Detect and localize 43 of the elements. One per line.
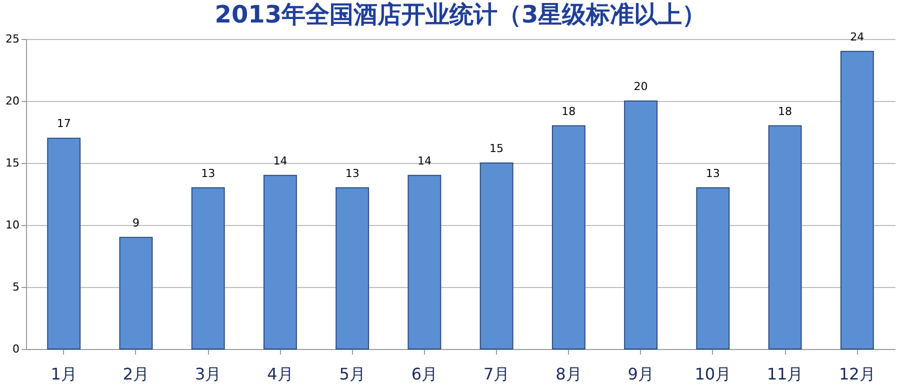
y-tick-label: 0	[12, 342, 20, 356]
bar	[480, 162, 514, 350]
y-tick-label: 10	[6, 218, 20, 232]
y-tick-label: 20	[6, 94, 20, 108]
chart-title: 2013年全国酒店开业统计（3星级标准以上）	[214, 0, 706, 28]
x-tick-label: 1月	[50, 364, 77, 384]
x-tick-label: 10月	[694, 364, 732, 384]
bar	[408, 174, 442, 350]
y-tick-label: 5	[12, 280, 20, 294]
x-tick-label: 9月	[628, 364, 654, 384]
x-tick-label: 7月	[483, 364, 510, 384]
data-label: 13	[706, 166, 720, 180]
x-tick-label: 12月	[838, 364, 876, 384]
bar	[119, 236, 153, 350]
bar	[768, 125, 802, 350]
y-tick-label: 15	[6, 156, 20, 170]
x-tick-label: 4月	[267, 364, 294, 384]
bar	[624, 100, 658, 350]
bar	[191, 187, 225, 350]
bar	[696, 187, 730, 350]
data-label: 14	[417, 154, 432, 168]
bar	[840, 50, 874, 350]
data-label: 18	[562, 104, 576, 118]
data-label: 9	[132, 216, 140, 230]
x-tick-label: 5月	[339, 364, 366, 384]
x-tick-label: 3月	[195, 364, 222, 384]
x-tick-label: 2月	[122, 364, 150, 384]
bar	[336, 187, 370, 350]
bar	[263, 174, 297, 350]
bar	[47, 138, 81, 350]
data-label: 24	[850, 30, 864, 44]
x-tick-label: 8月	[556, 364, 582, 384]
y-tick-label: 25	[6, 32, 20, 46]
x-tick-label: 11月	[766, 364, 804, 384]
data-label: 13	[345, 166, 360, 180]
data-label: 14	[273, 154, 288, 168]
data-label: 18	[778, 104, 792, 118]
data-label: 17	[56, 117, 71, 130]
bar	[552, 125, 586, 350]
data-label: 13	[201, 166, 216, 180]
data-label: 15	[490, 142, 504, 155]
x-tick-label: 6月	[411, 364, 438, 384]
data-label: 20	[634, 80, 648, 93]
